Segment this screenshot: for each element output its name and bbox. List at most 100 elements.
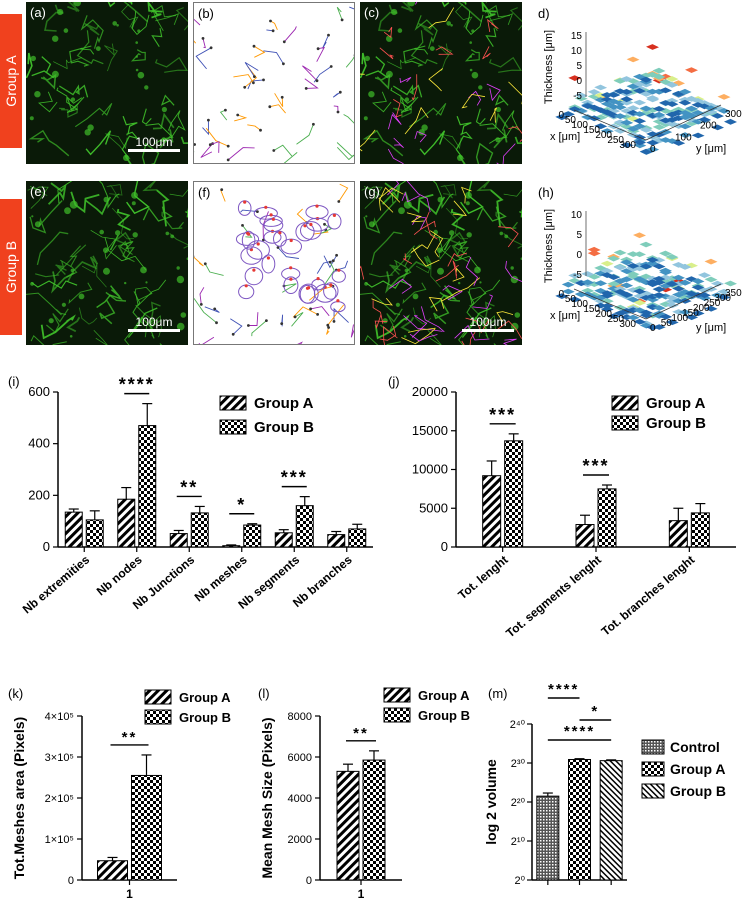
fiber-strand: [40, 73, 57, 90]
fiber-blob: [69, 335, 73, 338]
mesh-loop: [323, 282, 339, 300]
fiber-blob: [469, 41, 472, 44]
x-tick-label: 50: [565, 115, 577, 126]
surface-cell: [620, 76, 634, 82]
surface-cell: [672, 281, 686, 287]
fiber-strand: [390, 87, 413, 114]
surface-cell: [613, 249, 627, 256]
z-tick-label: -5: [573, 270, 582, 281]
fiber-strand: [378, 4, 398, 32]
fiber-strand: [185, 207, 188, 218]
surface-cell: [587, 250, 601, 257]
fiber-strand: [57, 181, 73, 204]
y-tick-label: 0: [68, 875, 74, 887]
skeleton-node: [252, 44, 256, 48]
fiber-blob: [499, 231, 504, 236]
fiber-strand: [408, 102, 447, 128]
surface-cell: [652, 305, 666, 311]
surface-cell: [594, 92, 608, 99]
fiber-strand: [402, 282, 427, 304]
panel-c-overlay: (c): [360, 2, 522, 164]
surface-cell: [659, 267, 672, 274]
skeleton-segment: [269, 104, 286, 114]
fiber-strand: [29, 185, 49, 209]
fiber-strand: [104, 237, 147, 271]
group-a-tab: Group A: [0, 14, 22, 148]
overlay-trace: [360, 129, 376, 152]
skeleton-segment: [204, 306, 220, 313]
overlay-trace: [412, 216, 427, 230]
fiber-strand: [90, 229, 117, 260]
surface-cell: [568, 75, 582, 81]
skeleton-segment: [326, 327, 330, 335]
surface-cell: [587, 89, 601, 95]
fiber-strand: [156, 189, 170, 227]
surface-cell: [620, 282, 634, 289]
skeleton-segment: [194, 256, 204, 267]
surface-cell: [646, 139, 660, 146]
fiber-strand: [486, 112, 509, 130]
skeleton-node: [309, 307, 312, 311]
y-tick-label: 5000: [419, 500, 448, 515]
overlay-trace: [387, 148, 404, 164]
fiber-blob: [63, 28, 69, 33]
skeleton-node: [331, 259, 335, 263]
panel-c-label: (c): [364, 5, 380, 20]
fiber-strand: [410, 30, 438, 65]
skeleton-segment: [220, 189, 226, 202]
overlay-trace: [428, 68, 443, 92]
fiber-strand: [53, 57, 83, 70]
x-tick-label: 250: [607, 314, 624, 325]
panel-h-surface: 10 5 0 -5 0 50 100 150 200 250 300 0 50 100 150 200 250 3…: [528, 181, 744, 349]
surface-cell: [711, 124, 724, 131]
surface-cell: [698, 287, 711, 294]
fiber-blob: [51, 70, 59, 78]
skeleton-node: [272, 149, 276, 152]
surface-cell: [717, 294, 731, 301]
fiber-strand: [68, 282, 93, 304]
surface-cell: [704, 105, 718, 112]
fiber-blob: [74, 2, 81, 7]
skeleton-segment: [202, 120, 209, 136]
skeleton-segment: [205, 127, 229, 147]
skeleton-node: [207, 118, 210, 122]
overlay-trace: [383, 26, 393, 38]
skeleton-node: [208, 143, 212, 147]
surface-cell: [665, 281, 679, 287]
fiber-strand: [135, 286, 153, 301]
bar-control: [536, 795, 560, 881]
surface-cell: [652, 310, 666, 317]
fiber-strand: [443, 234, 453, 251]
surface-cell: [704, 258, 718, 265]
fiber-blob: [87, 124, 94, 131]
surface-cell: [646, 260, 659, 267]
fiber-blob: [466, 232, 472, 238]
surface-cell: [717, 94, 731, 100]
panel-e-micrograph: (e) 100μm: [26, 181, 188, 345]
surface-cell: [678, 96, 692, 103]
surface-cell: [691, 284, 705, 291]
fiber-blob: [176, 322, 185, 331]
bar-group-a: [64, 511, 83, 548]
surface-cell: [594, 114, 608, 121]
surface-cell: [717, 288, 731, 295]
significance-label: ****: [564, 723, 595, 740]
fiber-blob: [504, 234, 509, 239]
bar-group-a: [222, 545, 241, 548]
fiber-strand: [106, 184, 123, 199]
fiber-strand: [360, 292, 401, 316]
z-tick-label: 5: [576, 230, 582, 241]
fiber-blob: [398, 207, 405, 215]
z-tick-label: 5: [576, 61, 582, 72]
panel-a-micrograph: (a) 100μm: [26, 2, 188, 164]
fiber-strand: [488, 56, 522, 73]
significance-label: ***: [582, 456, 609, 476]
fiber-blob: [57, 8, 64, 16]
surface-cell: [613, 113, 627, 120]
surface-cell: [659, 117, 673, 124]
skeleton-segment: [202, 336, 215, 344]
skeleton-segment: [283, 26, 297, 43]
surface-cell: [665, 302, 679, 309]
skeleton-segment: [273, 144, 293, 157]
surface-cell: [639, 127, 653, 133]
